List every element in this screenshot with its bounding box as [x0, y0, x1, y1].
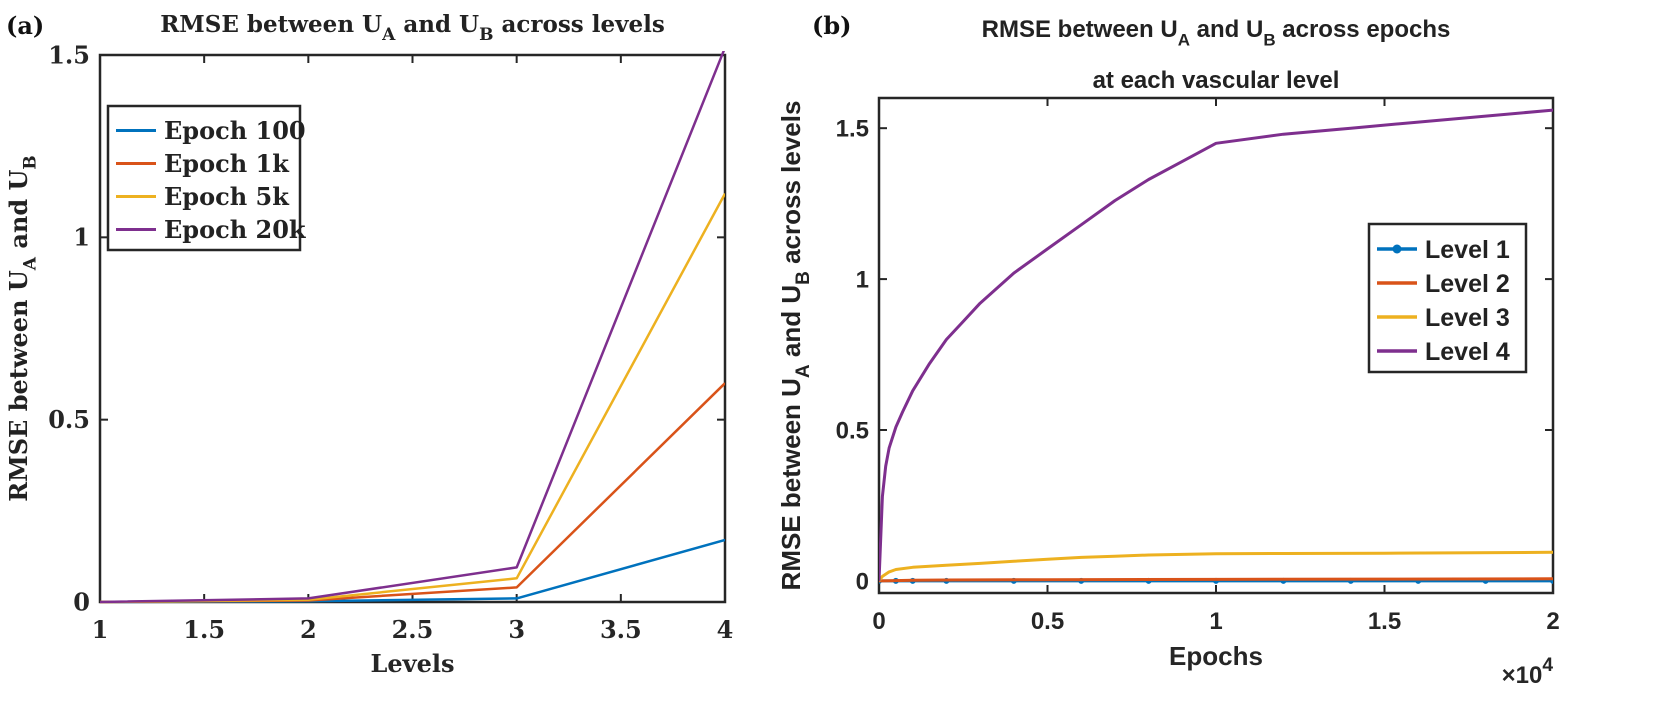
y-tick-label: 1.5 [48, 40, 90, 69]
y-tick-label: 1.5 [836, 116, 869, 143]
label-part: B [1263, 30, 1275, 49]
label-part: A [20, 256, 40, 271]
legend-entry: Epoch 1k [164, 149, 290, 178]
label-part: RMSE between U [982, 16, 1178, 43]
chart-title: RMSE between UA and UB across levels [160, 11, 665, 45]
panel-label: (b) [812, 11, 852, 40]
multiplier-exponent: 4 [1542, 655, 1553, 676]
label-part: A [1178, 30, 1190, 49]
legend-entry: Epoch 20k [164, 215, 307, 244]
legend-entry: Level 1 [1425, 236, 1510, 264]
legend-entry: Level 2 [1425, 270, 1510, 298]
legend-entry: Epoch 5k [164, 182, 290, 211]
panel-label: (a) [6, 11, 44, 40]
x-tick-label: 2 [1546, 608, 1559, 635]
multiplier-base: ×10 [1502, 662, 1543, 689]
series-group [879, 108, 1553, 584]
label-part: across levels [776, 101, 806, 272]
series-line-epoch-5k [100, 193, 725, 604]
y-axis-label: RMSE between UA and UB [4, 155, 40, 502]
label-part: and U [776, 285, 806, 364]
label-part: A [793, 364, 814, 378]
y-tick-label: 0 [856, 568, 869, 595]
y-axis-label: RMSE between UA and UB across levels [776, 101, 814, 591]
legend-entry: Epoch 100 [164, 116, 306, 145]
x-tick-label: 2 [300, 615, 317, 644]
x-tick-label: 2.5 [392, 615, 434, 644]
chart-title: RMSE between UA and UB across epochs [982, 16, 1451, 49]
x-tick-label: 0 [872, 608, 885, 635]
label-part: across levels [493, 11, 664, 38]
legend: Epoch 100 Epoch 1k Epoch 5k Epoch 20k [106, 104, 307, 252]
label-part: RMSE between U [160, 11, 382, 38]
x-tick-label: 1.5 [183, 615, 225, 644]
label-part: A [381, 25, 396, 45]
x-tick-label: 3 [508, 615, 525, 644]
legend-entry: Level 3 [1425, 304, 1510, 332]
label-part: B [793, 271, 814, 285]
x-tick-label: 3.5 [600, 615, 642, 644]
x-tick-label: 0.5 [1031, 608, 1064, 635]
y-tick-label: 0.5 [48, 405, 90, 434]
panel-a: (a) RMSE between UA and UB across levels1… [4, 11, 733, 678]
series-line-epoch-20k [100, 51, 725, 604]
label-part: RMSE between U [4, 270, 33, 502]
label-part: and U [1190, 16, 1263, 43]
series-line-level-4 [879, 108, 1553, 581]
x-tick-label: 1 [1209, 608, 1222, 635]
series-group [100, 51, 725, 604]
panel-b: (b) RMSE between UA and UB across epochsa… [776, 11, 1560, 689]
label-part: across epochs [1276, 16, 1451, 43]
series-line-level-3 [879, 550, 1553, 582]
label-part: B [20, 155, 40, 169]
legend: Level 1 Level 2 Level 3 Level 4 [1367, 222, 1528, 374]
chart-title-line2: at each vascular level [1093, 67, 1340, 94]
x-tick-label: 1.5 [1368, 608, 1401, 635]
x-tick-label: 1 [92, 615, 109, 644]
label-part: and U [4, 170, 33, 257]
y-tick-label: 0.5 [836, 417, 869, 444]
legend-marker [1392, 244, 1402, 254]
x-axis-label: Levels [371, 649, 455, 678]
y-tick-label: 1 [856, 266, 869, 293]
y-tick-label: 0 [73, 587, 90, 616]
series-line-epoch-1k [100, 382, 725, 604]
label-part: RMSE between U [776, 378, 806, 590]
legend-entry: Level 4 [1425, 338, 1510, 366]
x-axis-label: Epochs [1169, 641, 1263, 671]
label-part: and U [395, 11, 479, 38]
label-part: B [479, 25, 493, 45]
x-multiplier: ×104 [1502, 655, 1554, 689]
x-tick-label: 4 [717, 615, 734, 644]
y-tick-label: 1 [73, 223, 90, 252]
series-line-level-2 [879, 577, 1553, 583]
